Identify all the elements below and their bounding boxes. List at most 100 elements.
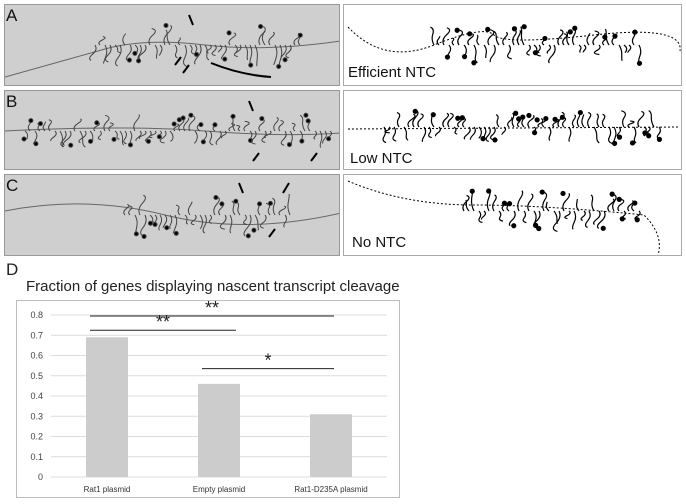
fibril [590,194,595,212]
fibril-end [297,32,303,38]
fibril [105,44,112,63]
fibril [169,214,173,230]
fibril-end [577,109,583,116]
fibril [184,214,188,225]
fibril [392,126,397,142]
fibril-end [171,121,177,127]
fibril [154,44,158,59]
fibril [144,130,152,142]
fibril [552,118,560,128]
fibril [469,126,476,141]
fibril [135,130,142,142]
fibril [548,126,552,141]
bar [310,414,352,477]
fibril-end [430,112,436,118]
fibril-end [188,112,194,118]
fibril [268,31,275,46]
fibril [557,29,564,46]
fibril [465,199,470,212]
drawing-c-art [347,180,660,255]
fibril-end [520,114,526,120]
fibril-end [471,60,477,66]
fibril [483,44,488,58]
micrograph-a-art [5,14,339,78]
fibril-end [612,33,618,39]
fibril [593,126,600,144]
fibril [586,32,591,46]
fibril [436,36,441,46]
chart-frame: 0 0.1 0.2 0.3 0.4 0.5 0.6 0.7 0.8 Rat1 plasmid Emp… [16,298,400,498]
fibril [596,113,600,128]
fibril-end [141,233,147,239]
fibril-end [611,140,618,146]
fibril-end [28,118,34,124]
x-tick-label: Empty plasmid [193,485,245,494]
y-tick-label: 0.2 [30,432,43,442]
fibril [421,126,427,143]
fibril-end [469,188,475,194]
fibril-end [532,130,538,136]
fibril [612,193,617,212]
fibril [196,124,201,132]
fibril-end [656,136,663,142]
fibril [220,130,227,139]
fibril [457,29,464,46]
fibril [122,33,127,46]
fibril-end [542,35,548,42]
fibril [217,44,223,53]
fibril-end [147,220,153,226]
bar-chart: 0 0.1 0.2 0.3 0.4 0.5 0.6 0.7 0.8 Rat1 plasmid Emp… [30,298,387,494]
fibril [140,214,147,237]
fibril [502,31,509,46]
fibril [199,214,204,230]
fibril [527,193,534,212]
fibril [493,30,500,46]
fibril [511,112,515,128]
fibril [407,113,416,128]
fibril [48,119,52,132]
fibril-end [126,57,132,63]
fibril [138,44,147,60]
fibril [278,119,284,132]
fibril [552,210,561,232]
fibril [396,112,401,128]
drawing-a [343,4,682,86]
fibril [177,37,181,46]
fibril [535,44,541,57]
fibril [623,44,628,54]
fibril [108,122,114,132]
drawing-c [343,174,682,256]
fibril [237,202,241,216]
fibril-end [248,62,254,68]
y-tick-label: 0.3 [30,411,43,421]
fibril-end [127,142,133,148]
fibril [178,119,185,132]
fibril-end [513,110,519,116]
fibril [133,114,140,132]
fibril-end [198,122,204,128]
panel-label-c: C [6,176,19,195]
fibril [188,114,196,132]
fibril-end [461,54,468,60]
fibril [384,126,391,134]
fibril-end [33,141,39,147]
fibril [582,44,587,53]
fibril-end [511,223,517,229]
fibril [148,27,156,46]
fibril-end [632,200,638,206]
fibril [486,190,491,212]
fibril [478,210,483,224]
fibril-end [492,137,498,143]
fibril [98,36,106,46]
fibril [478,126,482,139]
y-tick-label: 0.4 [30,391,43,401]
micrograph-c-art [5,182,339,239]
fibril-end [21,136,27,142]
fibril [236,124,241,132]
micrograph-c [4,174,340,256]
y-tick-label: 0.8 [30,310,43,320]
fibril [273,44,278,66]
fibril [280,44,287,61]
fibril [73,118,82,132]
fibril [492,194,497,212]
